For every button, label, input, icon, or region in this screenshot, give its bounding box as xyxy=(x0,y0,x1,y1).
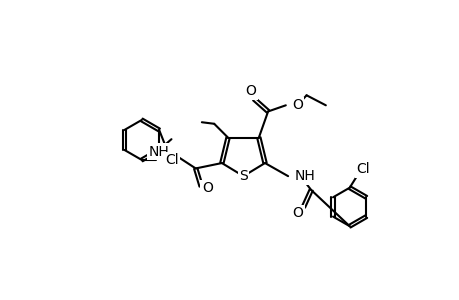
Text: O: O xyxy=(202,182,212,196)
Text: O: O xyxy=(292,206,303,220)
Text: NH: NH xyxy=(148,145,169,158)
Text: S: S xyxy=(239,169,247,183)
Text: NH: NH xyxy=(294,169,314,183)
Text: O: O xyxy=(291,98,302,112)
Text: O: O xyxy=(245,84,256,98)
Text: Cl: Cl xyxy=(164,153,178,167)
Text: Cl: Cl xyxy=(355,162,369,176)
